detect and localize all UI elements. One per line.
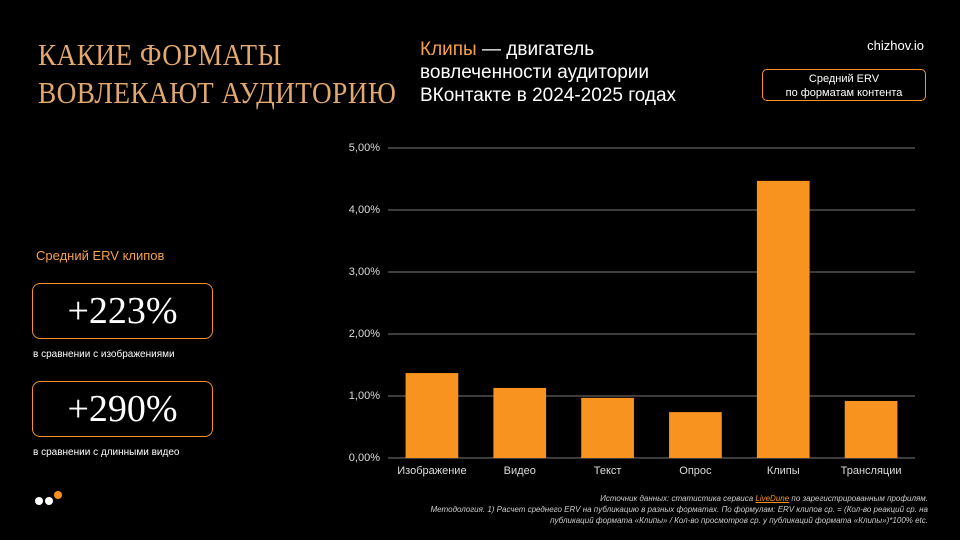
x-tick-label: Видео bbox=[504, 465, 536, 477]
y-tick-label: 0,00% bbox=[349, 452, 380, 464]
y-tick-label: 5,00% bbox=[349, 142, 380, 154]
stat-caption: в сравнении с изображениями bbox=[33, 349, 175, 360]
y-tick-label: 2,00% bbox=[349, 328, 380, 340]
method-line: публикаций формата «Клипы» / Кол-во прос… bbox=[550, 516, 928, 525]
legend-line: Средний ERV bbox=[808, 73, 880, 85]
subtitle-text: — двигатель вовлеченности аудитории ВКон… bbox=[420, 39, 677, 106]
subtitle: Клипы — двигатель вовлеченности аудитори… bbox=[420, 38, 710, 107]
title-line: КАКИЕ ФОРМАТЫ bbox=[38, 37, 282, 72]
x-tick-label: Текст bbox=[594, 465, 622, 477]
source-text: по зарегистрированным профилям. bbox=[789, 494, 928, 503]
legend-line: по форматам контента bbox=[785, 87, 903, 99]
y-tick-label: 1,00% bbox=[349, 390, 380, 402]
logo-dot bbox=[35, 497, 43, 505]
source-text: Источник данных: статистика сервиса bbox=[600, 494, 756, 503]
footnote: Источник данных: статистика сервиса Live… bbox=[431, 493, 928, 526]
brand: chizhov.io bbox=[867, 38, 924, 53]
bar bbox=[844, 400, 898, 458]
stat-value: +223% bbox=[32, 283, 213, 339]
y-tick-label: 4,00% bbox=[349, 204, 380, 216]
slide-title: КАКИЕ ФОРМАТЫ ВОВЛЕКАЮТ АУДИТОРИЮ bbox=[38, 36, 396, 112]
bar bbox=[581, 397, 634, 458]
x-tick-label: Опрос bbox=[679, 465, 712, 477]
x-tick-label: Трансляции bbox=[841, 465, 902, 477]
stat-heading: Средний ERV клипов bbox=[36, 248, 165, 263]
stat-value: +290% bbox=[32, 381, 213, 437]
bar bbox=[493, 387, 547, 458]
stat-caption: в сравнении с длинными видео bbox=[33, 447, 180, 458]
method-line: Методология. 1) Расчет среднего ERV на п… bbox=[430, 505, 928, 514]
logo-dot bbox=[45, 497, 53, 505]
subtitle-highlight: Клипы bbox=[420, 39, 477, 60]
x-tick-label: Изображение bbox=[397, 465, 466, 477]
logo-dot bbox=[54, 491, 62, 499]
bar bbox=[756, 180, 810, 459]
source-link[interactable]: LiveDune bbox=[755, 494, 790, 503]
legend: Средний ERV по форматам контента bbox=[762, 69, 926, 101]
bar bbox=[669, 412, 722, 458]
title-line: ВОВЛЕКАЮТ АУДИТОРИЮ bbox=[38, 75, 397, 110]
source: Источник данных: статистика сервиса Live… bbox=[431, 493, 928, 504]
x-tick-label: Клипы bbox=[767, 465, 800, 477]
bar bbox=[405, 373, 459, 458]
y-tick-label: 3,00% bbox=[349, 266, 380, 278]
